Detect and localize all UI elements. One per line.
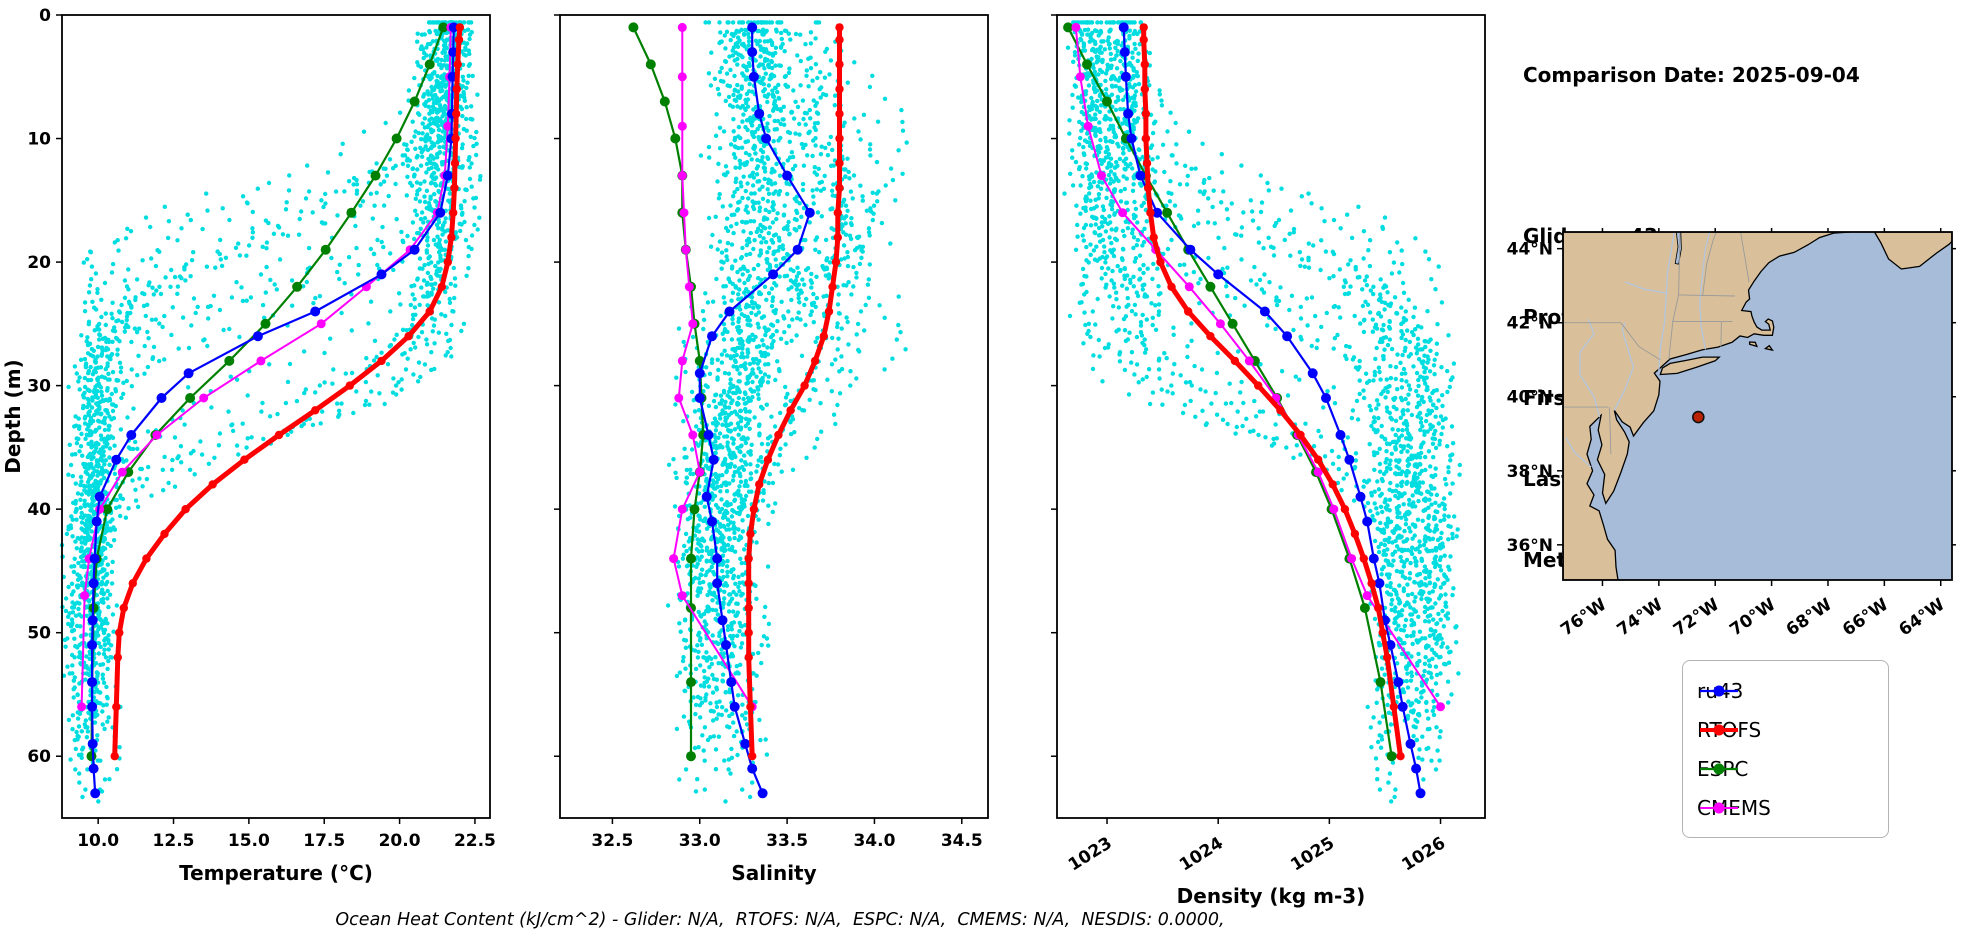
svg-text:17.5: 17.5 xyxy=(303,831,345,851)
svg-text:0: 0 xyxy=(39,6,51,26)
svg-text:33.0: 33.0 xyxy=(679,831,721,851)
ru43-profile-markers xyxy=(694,22,815,799)
svg-text:40: 40 xyxy=(27,500,51,520)
ru43-line-marker-icon xyxy=(1700,685,1738,696)
ru43-profile-markers xyxy=(87,22,459,799)
espc-profile-line xyxy=(1067,26,1393,757)
cmems-profile-markers xyxy=(669,22,757,712)
state-border-line xyxy=(1609,407,1612,455)
river-line xyxy=(1579,318,1601,418)
cmems-profile-line xyxy=(80,27,452,707)
state-border-line xyxy=(1720,321,1722,347)
legend-item-espc: ESPC xyxy=(1697,749,1888,788)
land-area xyxy=(1659,356,1721,376)
state-border-line xyxy=(1620,322,1661,361)
ocean-heat-content-caption: Ocean Heat Content (kJ/cm^2) - Glider: N… xyxy=(335,910,1225,930)
legend: ru43 RTOFS ESPC CMEMS xyxy=(1682,660,1889,838)
plot-frame xyxy=(1056,14,1486,819)
plot-frame xyxy=(559,14,989,819)
ru43-profile-markers xyxy=(1118,22,1426,799)
svg-text:34.0: 34.0 xyxy=(853,831,895,851)
espc-profile-line xyxy=(90,27,445,757)
svg-text:12.5: 12.5 xyxy=(153,831,195,851)
river-line xyxy=(1699,232,1711,350)
state-border-line xyxy=(1740,232,1750,283)
ru43-profile-line xyxy=(698,27,811,794)
info-spacer xyxy=(1523,143,1860,169)
land-area xyxy=(1563,232,1851,580)
svg-text:33.5: 33.5 xyxy=(766,831,808,851)
salinity-profile-chart: 32.5 33.0 33.5 34.0 34.5 Salinity xyxy=(554,14,989,885)
svg-text:32.5: 32.5 xyxy=(591,831,633,851)
svg-text:10: 10 xyxy=(27,130,51,150)
land-area xyxy=(1873,232,1952,270)
map-frame xyxy=(1562,231,1953,581)
rtofs-profile-markers xyxy=(1139,23,1405,761)
rtofs-line-marker-icon xyxy=(1700,724,1738,735)
state-border-line xyxy=(1668,232,1681,360)
river-line xyxy=(1613,322,1635,411)
river-line xyxy=(1565,437,1592,468)
x-axis-label: Salinity xyxy=(731,861,816,885)
svg-text:22.5: 22.5 xyxy=(454,831,496,851)
glider-scatter-cloud xyxy=(59,20,483,804)
ru43-profile-line xyxy=(90,27,455,794)
rtofs-profile-markers xyxy=(110,23,465,761)
x-axis-label: Temperature (°C) xyxy=(179,861,373,885)
y-axis-label: Depth (m) xyxy=(1,359,25,473)
temperature-profile-chart: 10.0 12.5 15.0 17.5 20.0 22.5 0 10 20 30 40 50 60 Tem… xyxy=(1,6,496,885)
river-line xyxy=(1658,232,1675,371)
cmems-line-marker-icon xyxy=(1700,802,1738,813)
land-area xyxy=(1748,341,1759,348)
svg-text:20: 20 xyxy=(27,253,51,273)
legend-item-rtofs: RTOFS xyxy=(1697,710,1888,749)
legend-item-ru43: ru43 xyxy=(1697,671,1888,710)
svg-text:15.0: 15.0 xyxy=(228,831,270,851)
glider-location-marker xyxy=(1692,410,1705,424)
svg-text:50: 50 xyxy=(27,624,51,644)
espc-profile-line xyxy=(632,26,705,757)
svg-text:34.5: 34.5 xyxy=(941,831,983,851)
comparison-date-text: Comparison Date: 2025-09-04 xyxy=(1523,63,1860,87)
svg-text:60: 60 xyxy=(27,747,51,767)
cmems-profile-markers xyxy=(1071,22,1445,712)
plot-frame xyxy=(61,14,491,819)
cmems-profile-line xyxy=(1074,27,1442,708)
location-map: 76°W 74°W 72°W 70°W 68°W 66°W 64°W36°N38°N40°N… xyxy=(1507,228,1956,640)
cmems-profile-line xyxy=(672,27,754,708)
state-border-line xyxy=(1702,232,1718,297)
state-border-line xyxy=(1679,294,1735,297)
rtofs-profile-markers xyxy=(744,23,844,761)
x-axis-label: Density (kg m-3) xyxy=(1177,884,1366,908)
rtofs-profile-line xyxy=(112,27,463,757)
svg-text:10.0: 10.0 xyxy=(77,831,119,851)
ru43-profile-line xyxy=(1122,27,1422,794)
cmems-profile-markers xyxy=(77,22,456,712)
land-area xyxy=(1763,344,1774,352)
legend-item-cmems: CMEMS xyxy=(1697,788,1888,827)
svg-text:20.0: 20.0 xyxy=(379,831,421,851)
espc-line-marker-icon xyxy=(1700,763,1738,774)
river-line xyxy=(1624,281,1668,294)
svg-text:30: 30 xyxy=(27,377,51,397)
